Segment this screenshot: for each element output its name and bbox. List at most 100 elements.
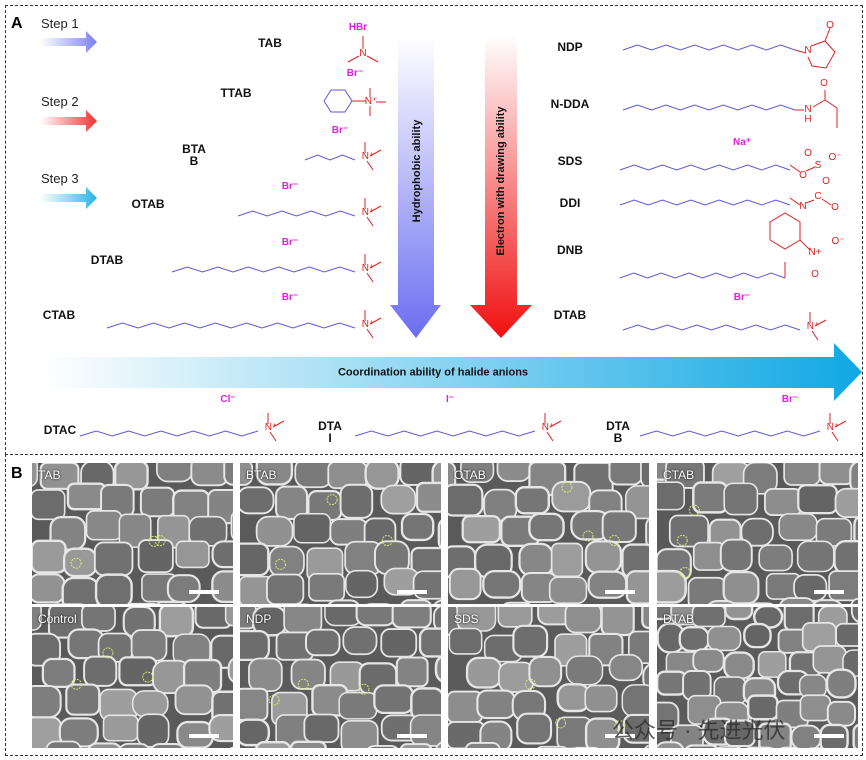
bond — [805, 199, 815, 204]
panel-b-label: B — [11, 465, 23, 482]
alkyl-chain — [237, 210, 356, 217]
molecule-label-halide: DTA I — [318, 419, 342, 445]
molecule-label-ttab: TTAB — [220, 86, 252, 100]
molecule-label-ddi: DDI — [559, 196, 581, 210]
halide-ion: Cl⁻ — [220, 394, 236, 405]
panel-a-label: A — [11, 15, 23, 32]
bond — [369, 317, 382, 325]
atom: O — [831, 202, 839, 213]
molecule-label-ndp: NDP — [557, 40, 583, 54]
molecule-label-btab: BTA B — [182, 142, 206, 168]
bond — [366, 55, 379, 63]
sem-image-label: OTAB — [454, 468, 486, 482]
amine-n: N — [359, 48, 367, 59]
coordination-ability-label: Coordination ability of halide anions — [337, 366, 529, 379]
atom: O — [820, 78, 828, 89]
pyrrolidone-ring — [807, 40, 836, 69]
atom: O — [822, 176, 830, 187]
molecule-label-sds: SDS — [557, 154, 583, 168]
molecule-label-dnb: DNB — [557, 243, 583, 257]
hydrophobic-ability-label: Hydrophobic ability — [411, 119, 423, 223]
hydrophobic-arrow — [390, 38, 441, 338]
alkyl-chain — [619, 272, 786, 279]
alkyl-chain — [304, 154, 356, 161]
bond — [812, 90, 826, 108]
bond — [549, 420, 562, 428]
atom: N — [799, 201, 807, 212]
atom: O — [799, 170, 807, 181]
atom: O — [826, 20, 834, 31]
benzene-ring — [323, 89, 353, 113]
quaternary-n: N⁺ — [264, 422, 278, 433]
alkyl-chain — [79, 430, 259, 437]
quaternary-n: N⁺ — [826, 422, 840, 433]
bond — [821, 198, 832, 206]
molecule-label-halide: DTAC — [43, 423, 77, 437]
coordination-arrow — [42, 343, 862, 401]
alkyl-chain — [354, 430, 536, 437]
molecule-label-tab: TAB — [258, 36, 282, 50]
molecule-label-otab: OTAB — [131, 197, 165, 211]
sem-image-label: SDS — [454, 612, 479, 626]
alkyl-chain — [619, 199, 791, 206]
bond — [789, 197, 801, 206]
atom: N — [804, 45, 812, 56]
bond — [546, 431, 554, 442]
bond — [799, 239, 811, 251]
counter-ion: Na⁺ — [732, 137, 752, 148]
counter-ion: Br⁻ — [733, 292, 751, 303]
nitro-n: N+ — [808, 247, 822, 258]
scale-bar — [605, 734, 635, 738]
molecule-label-halide: DTA B — [606, 419, 630, 445]
molecule-label-dtab: DTAB — [90, 253, 124, 267]
sem-image-sds: SDS — [448, 607, 649, 748]
atom: S — [814, 160, 822, 171]
bond — [366, 328, 374, 339]
step1-arrow — [40, 31, 97, 53]
bond — [366, 272, 374, 283]
sem-image-label: Control — [38, 612, 77, 626]
quaternary-n: N⁺ — [364, 96, 378, 107]
step-2-label: Step 2 — [41, 94, 79, 109]
sem-image-btab: BTAB — [240, 463, 441, 604]
sem-image-label: DTAB — [663, 612, 695, 626]
scale-bar — [189, 734, 219, 738]
quaternary-n: N⁺ — [361, 319, 375, 330]
alkyl-chain — [619, 164, 791, 171]
scale-bar — [605, 590, 635, 594]
bond — [824, 99, 838, 128]
step-3-label: Step 3 — [41, 171, 79, 186]
quaternary-n: N⁺ — [361, 263, 375, 274]
bond — [831, 431, 839, 442]
step-1-label: Step 1 — [41, 16, 79, 31]
scale-bar — [814, 734, 844, 738]
bond — [272, 420, 285, 428]
scale-bar — [397, 734, 427, 738]
step2-arrow — [40, 110, 97, 132]
bond — [834, 420, 847, 428]
counter-ion: Br⁻ — [281, 292, 299, 303]
panel-b-frame — [5, 454, 863, 756]
sem-image-label: CTAB — [663, 468, 695, 482]
sem-image-ctab: CTAB — [657, 463, 858, 604]
sem-image-label: TAB — [38, 468, 61, 482]
bond — [811, 330, 819, 341]
bond — [824, 27, 831, 42]
sem-image-label: NDP — [246, 612, 272, 626]
alkyl-chain — [622, 44, 796, 51]
scale-bar — [397, 590, 427, 594]
molecule-label-n-dda: N-DDA — [550, 97, 590, 111]
bond — [789, 164, 801, 173]
sem-image-ndp: NDP — [240, 607, 441, 748]
bond — [369, 205, 382, 213]
bond — [269, 431, 277, 442]
counter-ion: Br⁻ — [281, 237, 299, 248]
alkyl-chain — [622, 324, 801, 331]
sem-image-otab: OTAB — [448, 463, 649, 604]
quaternary-n: N⁺ — [361, 151, 375, 162]
alkyl-chain — [106, 322, 356, 329]
electron-arrow — [470, 35, 532, 338]
quaternary-n: N⁺ — [806, 321, 820, 332]
